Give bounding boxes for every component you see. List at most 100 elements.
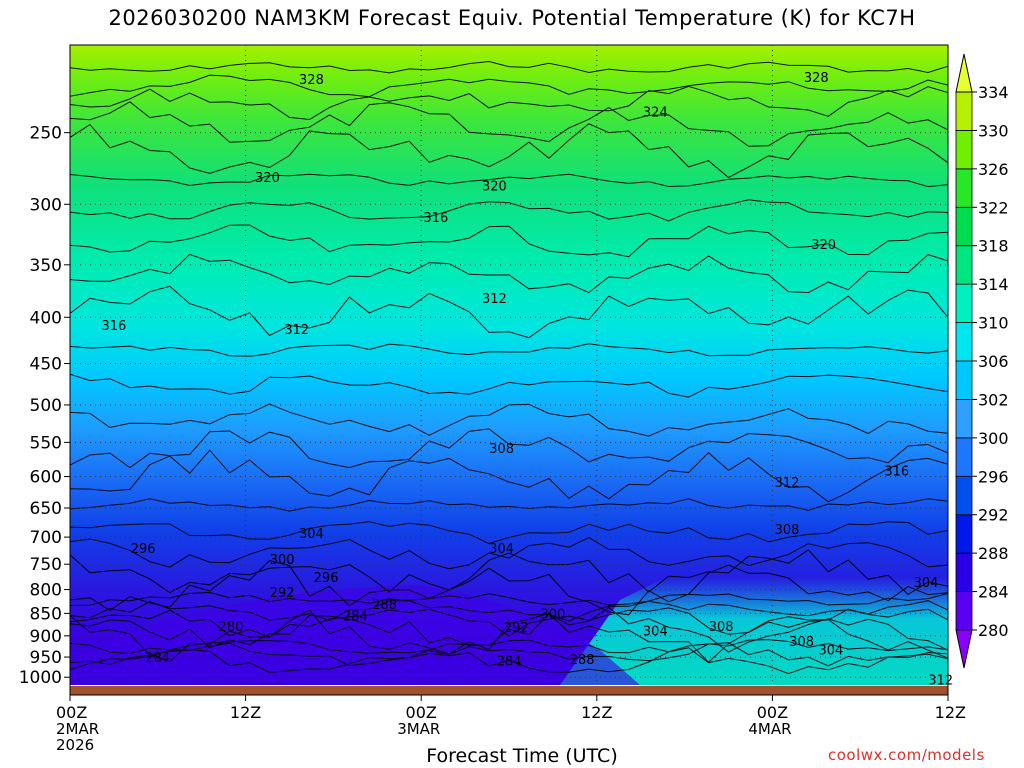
contour-label: 308 (775, 523, 800, 538)
colorbar-swatch (955, 514, 973, 554)
y-tick-label: 250 (30, 124, 62, 144)
y-tick-label: 500 (30, 396, 62, 416)
colorbar-swatch (955, 91, 973, 131)
contour-label: 292 (270, 586, 295, 601)
y-tick-label: 900 (30, 627, 62, 647)
colorbar-swatch (955, 322, 973, 362)
contour-label: 304 (489, 542, 514, 557)
grid-lines (70, 45, 948, 685)
colorbar-label: 284 (978, 583, 1009, 602)
x-tick-sublabel: 2026 (56, 736, 94, 754)
contour-line (70, 199, 948, 222)
contour-line (70, 285, 948, 339)
x-tick-label: 00Z (56, 703, 87, 722)
y-tick-label: 700 (30, 528, 62, 548)
contour-label: 316 (101, 319, 126, 334)
contour-line (70, 449, 948, 503)
contour-label: 296 (131, 542, 156, 557)
colorbar-label: 310 (978, 314, 1009, 333)
contour-label: 280 (219, 620, 244, 635)
contour-label: 312 (284, 323, 309, 338)
y-tick-label: 300 (30, 195, 62, 215)
colorbar-label: 302 (978, 390, 1009, 409)
contour-label: 308 (489, 442, 514, 457)
contour-label: 312 (775, 476, 800, 491)
contour-label: 292 (504, 621, 529, 636)
colorbar-label: 306 (978, 352, 1009, 371)
y-tick-label: 1000 (19, 668, 62, 688)
contour-line (70, 521, 948, 545)
x-tick-sublabel: 3MAR (397, 720, 440, 738)
contour-line (70, 647, 948, 675)
contour-line (70, 173, 948, 188)
contour-label: 320 (255, 171, 280, 186)
contour-label: 316 (423, 211, 448, 226)
contour-label: 312 (928, 674, 953, 689)
contour-label: 320 (811, 238, 836, 253)
x-tick-sublabel: 4MAR (748, 720, 791, 738)
contour-line (70, 60, 948, 74)
colorbar-swatch (955, 245, 973, 285)
x-tick-label: 12Z (230, 703, 261, 722)
contour-line (70, 600, 948, 622)
colorbar-swatch (955, 591, 973, 631)
contour-line (70, 123, 948, 179)
contour-line (70, 403, 948, 437)
contour-label: 284 (343, 610, 368, 625)
contour-label: 304 (914, 576, 939, 591)
contour-label: 312 (482, 292, 507, 307)
y-tick-label: 350 (30, 256, 62, 276)
colorbar-swatch (955, 399, 973, 439)
contour-label: 320 (482, 180, 507, 195)
contour-line (70, 607, 948, 638)
colorbar-label: 334 (978, 83, 1009, 102)
contour-line (70, 639, 948, 655)
contour-line (70, 428, 948, 469)
contour-label: 296 (314, 571, 339, 586)
colorbar-label: 326 (978, 160, 1009, 179)
contour-label: 308 (789, 635, 814, 650)
colorbar-swatch (955, 130, 973, 170)
y-tick-label: 550 (30, 433, 62, 453)
contour-labels: 328 328 324 320 320 320 316 316 316 312 312 312 308 3… (101, 71, 953, 689)
x-tick-sublabel: 2MAR (56, 720, 99, 738)
colorbar-swatch (955, 360, 973, 400)
contour-line (70, 85, 948, 121)
contour-line (70, 642, 948, 667)
colorbar-swatch (955, 437, 973, 477)
colorbar-swatch (955, 206, 973, 247)
contour-label: 304 (299, 527, 324, 542)
contour-label: 304 (643, 625, 668, 640)
contour-line (70, 560, 948, 616)
y-tick-label: 400 (30, 308, 62, 328)
x-tick-label: 00Z (406, 703, 437, 722)
plot-field (70, 45, 948, 685)
contour-label: 316 (884, 465, 909, 480)
contour-label: 324 (643, 106, 668, 121)
colorbar-label: 322 (978, 198, 1009, 217)
colorbar-legend: 280 284 288 292 296 300 302 306 310 314 318 322 326 3… (955, 53, 1009, 669)
y-tick-label: 750 (30, 555, 62, 575)
y-tick-label: 650 (30, 499, 62, 519)
contour-label: 300 (270, 553, 295, 568)
contour-line (70, 74, 948, 98)
contour-label: 284 (497, 654, 522, 669)
contour-line (70, 101, 948, 147)
colorbar-label: 300 (978, 429, 1009, 448)
contour-label: 284 (145, 651, 170, 666)
colorbar-label: 292 (978, 506, 1009, 525)
contour-line (70, 609, 948, 663)
colorbar-label: 318 (978, 237, 1009, 256)
y-tick-label: 600 (30, 468, 62, 488)
colorbar-swatch (955, 283, 973, 323)
x-tick-label: 12Z (581, 703, 612, 722)
colorbar-label: 296 (978, 467, 1009, 486)
ground-surface-bar (70, 686, 948, 695)
y-tick-label: 950 (30, 648, 62, 668)
contour-line (70, 373, 948, 398)
colorbar-swatch (955, 168, 973, 208)
colorbar-swatch (955, 552, 973, 592)
colorbar-min-arrow (955, 629, 973, 669)
